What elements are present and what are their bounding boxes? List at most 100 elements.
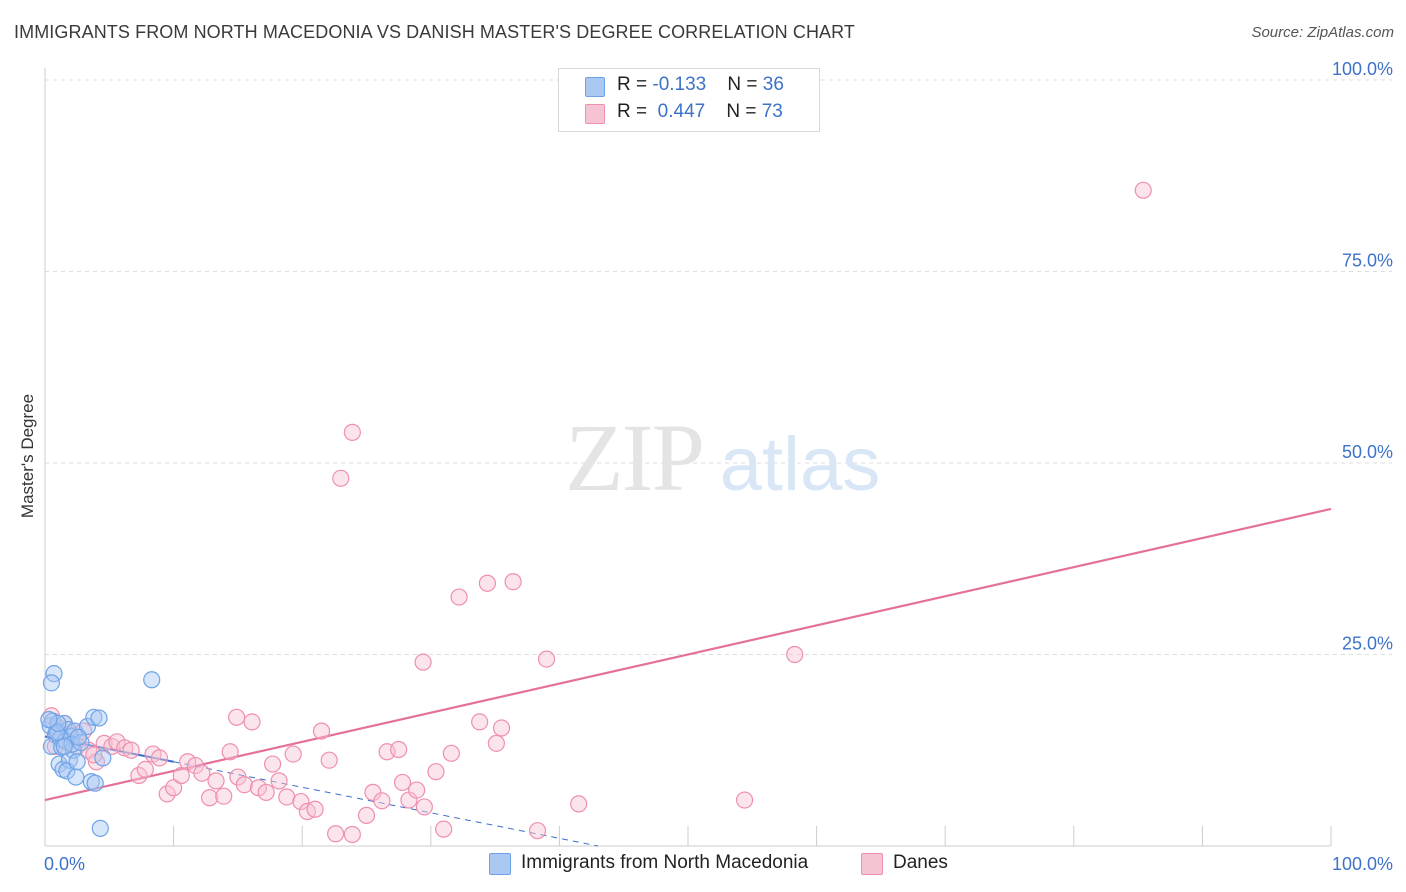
danes-point (435, 820, 453, 838)
tick-labels: 25.0% 50.0% 75.0% 100.0% 0.0% 100.0% (44, 59, 1393, 874)
legend-text-pink: R = 0.447 N = 73 (617, 101, 783, 123)
danes-point (427, 763, 445, 781)
danes-point (414, 653, 432, 671)
danes-point (235, 776, 253, 794)
y-tick-label: 25.0% (1342, 634, 1393, 654)
legend-n-label: N = (727, 74, 763, 95)
danes-point (228, 708, 246, 726)
danes-point (172, 766, 190, 785)
danes-point (130, 766, 148, 785)
north-macedonia-point (69, 728, 88, 746)
legend-r-value: -0.133 (652, 74, 707, 95)
danes-point (390, 740, 408, 759)
north-macedonia-point (90, 709, 108, 727)
legend-label: Danes (893, 852, 948, 873)
legend-text-blue: R = -0.133 N = 36 (617, 74, 784, 96)
danes-point (215, 787, 233, 805)
y-tick-label: 75.0% (1342, 251, 1393, 271)
legend-n-label: N = (726, 101, 762, 122)
danes-point (442, 744, 460, 762)
legend-n-value: 36 (762, 74, 784, 95)
data-points (40, 181, 1152, 844)
x-tick-label: 0.0% (44, 854, 85, 874)
north-macedonia-point (94, 749, 112, 767)
legend-swatch-pink (861, 853, 883, 875)
danes-point (393, 773, 412, 792)
north-macedonia-point (49, 714, 67, 733)
danes-point (487, 734, 505, 752)
danes-point (478, 574, 496, 592)
danes-point (292, 792, 310, 811)
danes-point (537, 650, 556, 668)
y-tick-label: 100.0% (1332, 59, 1393, 79)
danes-point (193, 764, 211, 782)
danes-point (450, 588, 468, 606)
danes-point (408, 781, 426, 799)
north-macedonia-point (40, 711, 58, 729)
legend-r-label: R = (617, 101, 653, 122)
y-tick-label: 50.0% (1342, 442, 1393, 462)
legend-n-value: 73 (761, 101, 783, 122)
danes-point (278, 788, 296, 806)
danes-point (786, 645, 804, 664)
source-label: Source: ZipAtlas.com (1251, 24, 1394, 41)
axes (44, 68, 1332, 847)
grid-lines (45, 79, 1392, 655)
danes-point (735, 791, 754, 809)
danes-point (270, 772, 288, 790)
danes-point (1134, 181, 1152, 199)
danes-point (320, 751, 338, 769)
north-macedonia-point (91, 819, 109, 837)
danes-point (221, 743, 239, 761)
chart-title: IMMIGRANTS FROM NORTH MACEDONIA VS DANIS… (14, 22, 856, 42)
danes-point (201, 789, 219, 807)
north-macedonia-point (55, 737, 73, 756)
north-macedonia-point (68, 753, 86, 771)
north-macedonia-point (67, 768, 85, 786)
danes-point (471, 713, 489, 731)
danes-point (528, 822, 547, 840)
north-macedonia-point (86, 774, 104, 792)
danes-point (122, 741, 140, 759)
legend-swatch-pink (585, 104, 605, 124)
danes-point (103, 737, 121, 756)
danes-point (343, 423, 361, 441)
danes-trend-line (44, 507, 1332, 802)
series-legend: Immigrants from North Macedonia Danes (0, 852, 1406, 878)
danes-point (179, 753, 197, 771)
danes-point (136, 760, 154, 779)
danes-point (165, 779, 183, 797)
legend-r-label: R = (617, 74, 653, 95)
danes-point (504, 573, 522, 591)
danes-point (243, 713, 261, 731)
danes-point (415, 798, 433, 816)
danes-point (150, 749, 169, 767)
north-macedonia-point (143, 671, 161, 689)
danes-point (257, 783, 275, 801)
legend-swatch-blue (585, 77, 605, 97)
x-tick-label: 100.0% (1332, 854, 1393, 874)
watermark-atlas: atlas (720, 422, 881, 507)
danes-point (306, 800, 324, 818)
danes-point (264, 755, 282, 773)
trend-lines (44, 507, 1332, 847)
watermark: ZIP atlas (565, 404, 880, 511)
legend-swatch-blue (489, 853, 511, 875)
legend-label: Immigrants from North Macedonia (521, 852, 809, 873)
danes-point (85, 746, 103, 764)
north-macedonia-point (85, 708, 103, 726)
danes-point (570, 795, 588, 813)
legend-r-value: 0.447 (657, 101, 706, 122)
watermark-zip: ZIP (565, 404, 703, 511)
danes-point (357, 806, 376, 824)
danes-point (207, 772, 225, 790)
danes-point (343, 825, 361, 844)
danes-point (492, 719, 511, 737)
correlation-legend: R = -0.133 N = 36 R = 0.447 N = 73 (558, 68, 820, 132)
danes-point (158, 785, 176, 803)
danes-point (312, 722, 331, 740)
danes-point (327, 825, 345, 843)
north-macedonia-point (42, 674, 61, 692)
danes-point (332, 469, 350, 487)
